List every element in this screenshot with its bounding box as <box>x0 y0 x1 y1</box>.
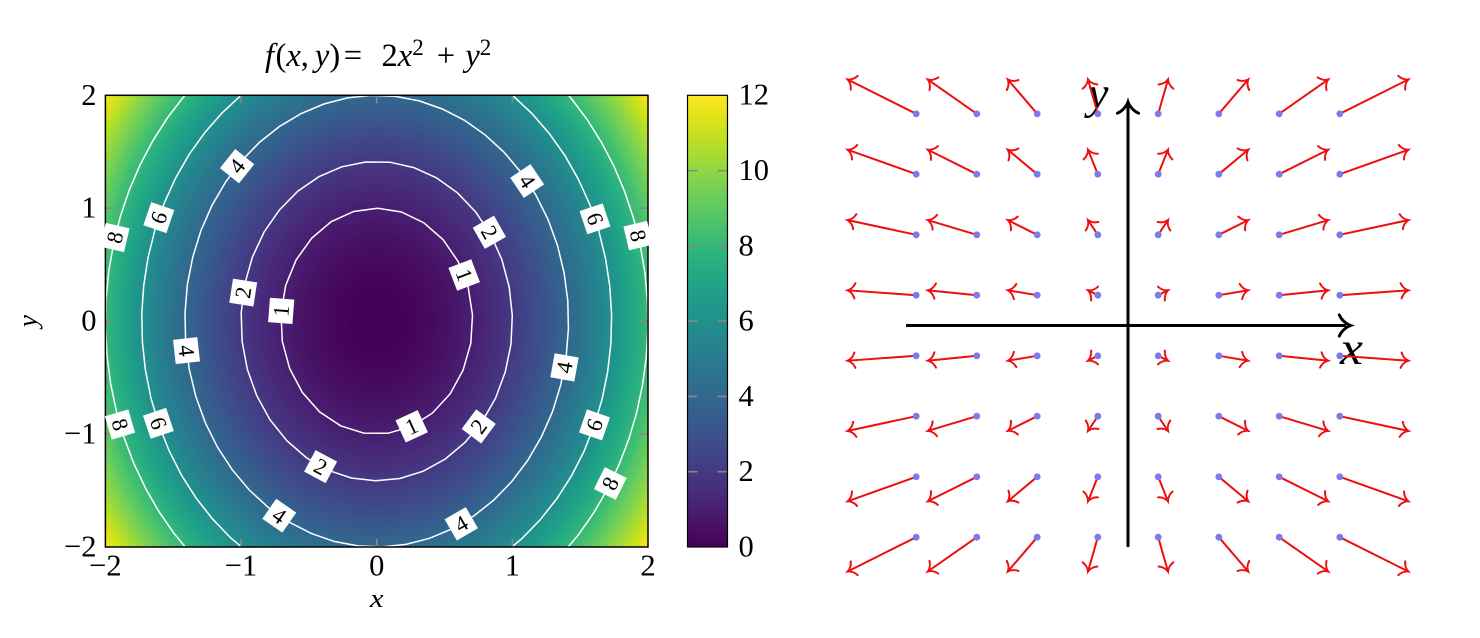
svg-text:1: 1 <box>268 304 294 317</box>
svg-text:0: 0 <box>369 549 384 583</box>
svg-text:y: y <box>12 314 43 330</box>
svg-text:2: 2 <box>230 285 256 300</box>
svg-text:−1: −1 <box>225 549 257 583</box>
svg-text:4: 4 <box>173 344 199 358</box>
svg-text:1: 1 <box>81 191 96 225</box>
svg-text:x: x <box>1339 322 1363 374</box>
svg-text:8: 8 <box>625 227 652 244</box>
svg-text:2: 2 <box>81 78 96 112</box>
svg-text:f(x,y)=2x2+y2: f(x, y) = 2x2 + y2 <box>265 35 491 74</box>
svg-text:6: 6 <box>739 304 754 338</box>
svg-text:8: 8 <box>101 229 128 246</box>
svg-text:−2: −2 <box>89 549 121 583</box>
svg-text:4: 4 <box>551 360 578 375</box>
svg-text:−2: −2 <box>64 530 96 564</box>
svg-text:4: 4 <box>739 379 754 413</box>
svg-text:2: 2 <box>640 549 655 583</box>
svg-text:0: 0 <box>81 304 96 338</box>
svg-text:x: x <box>369 585 384 614</box>
svg-text:0: 0 <box>739 529 754 563</box>
svg-text:2: 2 <box>739 454 754 488</box>
svg-text:10: 10 <box>739 153 770 187</box>
svg-text:1: 1 <box>505 549 520 583</box>
svg-text:8: 8 <box>739 228 754 262</box>
svg-text:12: 12 <box>739 78 770 112</box>
svg-text:−1: −1 <box>64 417 96 451</box>
